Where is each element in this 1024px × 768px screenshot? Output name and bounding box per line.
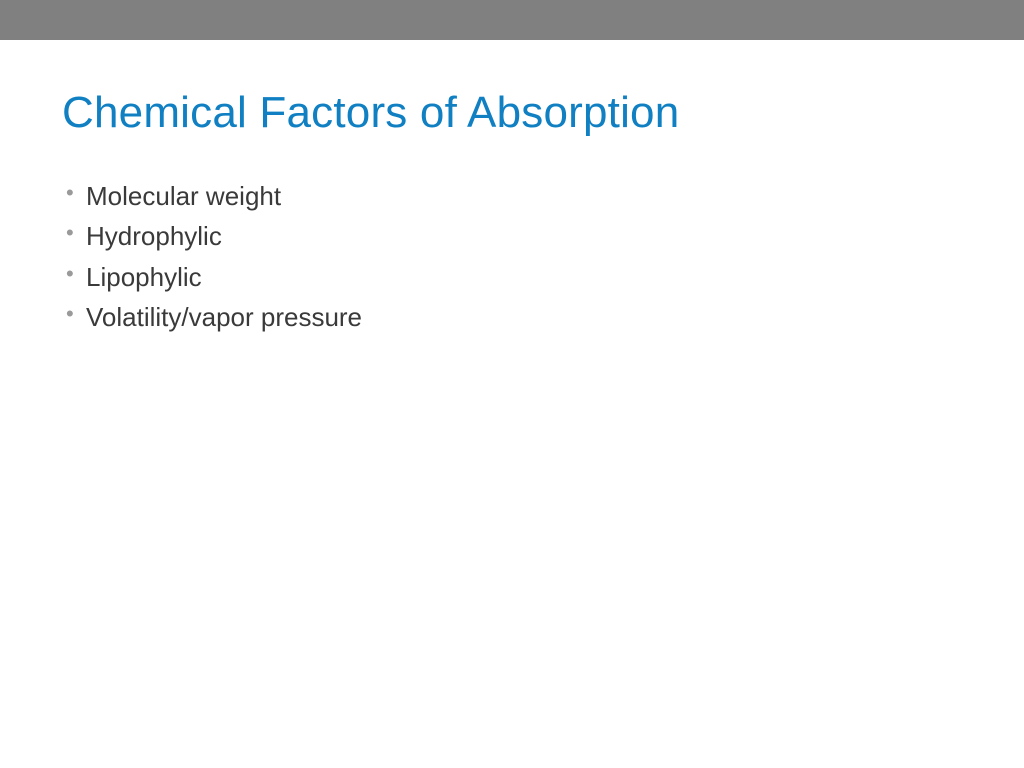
slide-title: Chemical Factors of Absorption — [62, 88, 962, 138]
bullet-list: Molecular weight Hydrophylic Lipophylic … — [62, 176, 962, 337]
top-decorative-bar — [0, 0, 1024, 40]
list-item: Volatility/vapor pressure — [66, 297, 962, 337]
slide-content: Chemical Factors of Absorption Molecular… — [0, 40, 1024, 337]
list-item: Lipophylic — [66, 257, 962, 297]
list-item: Molecular weight — [66, 176, 962, 216]
list-item: Hydrophylic — [66, 216, 962, 256]
